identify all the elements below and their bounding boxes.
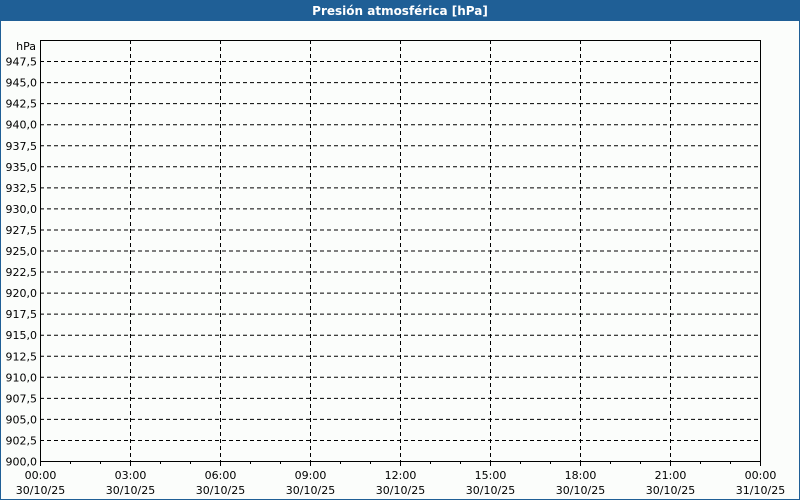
x-tick-time: 12:00 [385,469,417,482]
y-tick-label: 945,0 [6,77,38,90]
y-tick-label: 920,0 [6,287,38,300]
x-tick-time: 09:00 [295,469,327,482]
x-tick-date: 31/10/25 [736,484,785,497]
x-tick-time: 18:00 [565,469,597,482]
chart-title: Presión atmosférica [hPa] [1,1,799,21]
x-tick-date: 30/10/25 [286,484,335,497]
y-tick-label: 940,0 [6,119,38,132]
x-tick-date: 30/10/25 [466,484,515,497]
x-tick-time: 15:00 [475,469,507,482]
y-tick-label: 905,0 [6,413,38,426]
y-tick-label: 947,5 [6,56,38,69]
y-tick-label: 912,5 [6,350,38,363]
y-tick-label: 925,0 [6,245,38,258]
x-tick-time: 03:00 [115,469,147,482]
y-tick-label: 932,5 [6,182,38,195]
x-tick-time: 00:00 [745,469,777,482]
y-tick-label: 942,5 [6,98,38,111]
x-tick-date: 30/10/25 [196,484,245,497]
x-tick-date: 30/10/25 [376,484,425,497]
x-tick-time: 21:00 [655,469,687,482]
x-tick-date: 30/10/25 [556,484,605,497]
y-tick-label: 935,0 [6,161,38,174]
y-tick-label: 900,0 [6,456,38,469]
x-tick-date: 30/10/25 [106,484,155,497]
y-tick-label: 922,5 [6,266,38,279]
y-tick-label: 907,5 [6,392,38,405]
x-tick-date: 30/10/25 [16,484,65,497]
x-tick-time: 06:00 [205,469,237,482]
x-tick-date: 30/10/25 [646,484,695,497]
y-tick-label: 930,0 [6,203,38,216]
plot-area-frame [40,40,761,462]
y-tick-label: 927,5 [6,224,38,237]
y-tick-label: 902,5 [6,434,38,447]
y-tick-label: 937,5 [6,140,38,153]
y-axis-label: hPa [16,40,36,53]
y-tick-label: 915,0 [6,329,38,342]
y-tick-label: 917,5 [6,308,38,321]
y-tick-label: 910,0 [6,371,38,384]
x-tick-time: 00:00 [25,469,57,482]
